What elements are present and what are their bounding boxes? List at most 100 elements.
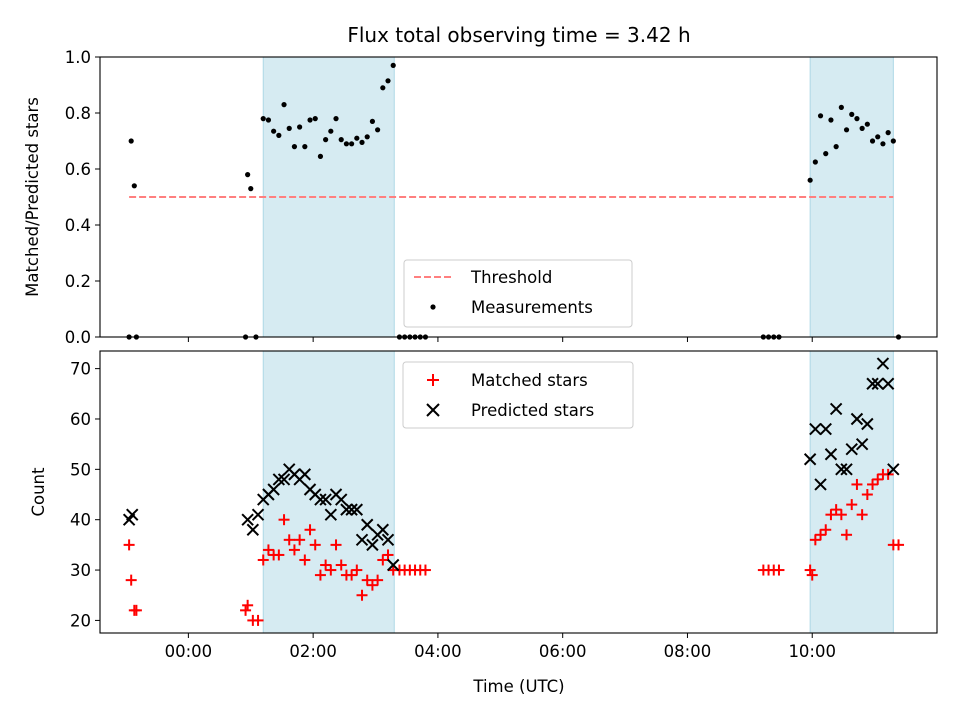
measurement-point-12 bbox=[281, 102, 287, 108]
predicted-star-point-47 bbox=[887, 463, 900, 476]
measurement-point-30 bbox=[375, 127, 381, 133]
matched-star-point-21 bbox=[325, 564, 337, 576]
top-y-tick-label-1: 0.2 bbox=[65, 272, 91, 291]
matched-star-point-48 bbox=[820, 524, 832, 536]
top-y-tick-label-5: 1.0 bbox=[65, 48, 91, 67]
predicted-star-point-2 bbox=[241, 513, 254, 526]
matched-star-point-51 bbox=[835, 509, 847, 521]
matched-legend-swatch bbox=[427, 374, 439, 386]
measurements-legend-label: Measurements bbox=[471, 298, 593, 317]
measurement-point-60 bbox=[890, 138, 896, 144]
matched-star-point-5 bbox=[242, 599, 254, 611]
matched-star-point-11 bbox=[273, 549, 285, 561]
matched-star-point-43 bbox=[773, 564, 785, 576]
matched-star-point-54 bbox=[851, 478, 863, 490]
matched-star-point-22 bbox=[330, 539, 342, 551]
matched-star-point-9 bbox=[262, 544, 274, 556]
predicted-star-point-23 bbox=[350, 503, 364, 516]
measurement-point-26 bbox=[354, 135, 360, 141]
measurement-point-21 bbox=[328, 128, 334, 134]
measurement-point-6 bbox=[248, 186, 254, 192]
measurement-point-55 bbox=[864, 121, 870, 127]
measurement-point-44 bbox=[807, 177, 813, 183]
top-legend-frame bbox=[403, 259, 633, 328]
predicted-star-point-29 bbox=[381, 533, 395, 547]
measurement-point-27 bbox=[359, 139, 365, 145]
measurement-point-28 bbox=[364, 134, 370, 140]
measurement-point-48 bbox=[828, 117, 834, 123]
matched-star-point-44 bbox=[804, 564, 816, 576]
bottom-legend-frame bbox=[402, 361, 634, 429]
measurement-point-59 bbox=[885, 130, 891, 136]
matched-star-point-49 bbox=[825, 509, 837, 521]
measurement-point-15 bbox=[297, 124, 303, 130]
measurement-point-18 bbox=[312, 116, 318, 122]
measurement-point-29 bbox=[369, 118, 376, 124]
matched-star-point-0 bbox=[123, 539, 135, 551]
measurement-point-33 bbox=[390, 62, 396, 68]
bottom-legend: Matched stars Predicted stars bbox=[402, 361, 634, 429]
bottom-y-tick-label-2: 40 bbox=[70, 511, 91, 530]
matched-star-point-18 bbox=[309, 539, 321, 551]
matched-star-point-19 bbox=[314, 569, 326, 581]
top-legend: Threshold Measurements bbox=[403, 259, 633, 328]
predicted-star-point-1 bbox=[126, 508, 139, 521]
predicted-stars-points bbox=[122, 357, 900, 572]
measurement-point-20 bbox=[323, 137, 329, 143]
predicted-star-point-44 bbox=[871, 377, 884, 390]
predicted-star-point-7 bbox=[267, 483, 280, 496]
top-y-tick-label-3: 0.6 bbox=[65, 160, 91, 179]
predicted-star-point-25 bbox=[361, 518, 374, 531]
measurement-point-31 bbox=[380, 85, 386, 91]
x-axis-label: Time (UTC) bbox=[472, 677, 564, 696]
matched-star-point-29 bbox=[366, 579, 378, 591]
measurement-point-45 bbox=[812, 159, 818, 165]
matched-star-point-31 bbox=[377, 554, 389, 566]
predicted-star-point-38 bbox=[840, 463, 853, 476]
x-tick-label-2: 04:00 bbox=[414, 642, 462, 661]
measurement-point-5 bbox=[245, 172, 251, 178]
predicted-star-point-16 bbox=[314, 493, 327, 506]
matched-star-point-8 bbox=[257, 554, 269, 566]
top-y-tick-label-2: 0.4 bbox=[65, 216, 91, 235]
measurement-point-13 bbox=[286, 125, 292, 131]
matched-star-point-15 bbox=[294, 534, 306, 546]
x-tick-label-1: 02:00 bbox=[289, 642, 337, 661]
matched-star-point-32 bbox=[382, 549, 394, 561]
measurement-point-52 bbox=[849, 111, 855, 117]
top-y-axis-label: Matched/Predicted stars bbox=[23, 97, 42, 297]
measurement-point-56 bbox=[869, 138, 876, 144]
predicted-star-point-32 bbox=[809, 422, 822, 436]
predicted-star-point-3 bbox=[246, 523, 260, 536]
predicted-star-point-17 bbox=[319, 493, 332, 506]
predicted-legend-swatch bbox=[426, 403, 440, 417]
bottom-axes: 20 30 40 50 60 70 00:00 02:00 04:00 06:00 08:00 10… bbox=[29, 350, 938, 696]
predicted-star-point-31 bbox=[803, 453, 817, 466]
predicted-star-point-37 bbox=[835, 463, 848, 476]
measurement-point-9 bbox=[265, 117, 272, 123]
predicted-star-point-43 bbox=[866, 377, 879, 390]
bottom-y-tick-label-4: 60 bbox=[70, 410, 91, 429]
predicted-star-point-8 bbox=[272, 473, 286, 486]
matched-star-point-28 bbox=[361, 574, 373, 586]
measurement-point-8 bbox=[260, 116, 266, 122]
matched-star-point-27 bbox=[356, 589, 368, 601]
bottom-y-tick-label-5: 70 bbox=[70, 360, 91, 379]
predicted-star-point-18 bbox=[324, 508, 338, 521]
matched-star-point-20 bbox=[320, 559, 332, 571]
bottom-y-ticks: 20 30 40 50 60 70 bbox=[70, 360, 100, 630]
matched-star-point-7 bbox=[252, 614, 264, 626]
top-y-ticks: 0.0 0.2 0.4 0.6 0.8 1.0 bbox=[65, 48, 100, 347]
measurement-point-2 bbox=[131, 183, 137, 189]
matched-star-point-13 bbox=[283, 534, 295, 546]
matched-star-point-56 bbox=[861, 489, 873, 501]
matched-stars-points bbox=[123, 468, 905, 626]
matched-star-point-62 bbox=[893, 539, 905, 551]
matched-star-point-1 bbox=[125, 574, 137, 586]
bottom-axes-frame bbox=[99, 350, 938, 634]
predicted-star-point-41 bbox=[855, 437, 869, 451]
predicted-star-point-21 bbox=[340, 503, 353, 516]
matched-star-point-12 bbox=[278, 514, 290, 526]
predicted-star-point-36 bbox=[829, 402, 843, 416]
x-tick-label-3: 06:00 bbox=[539, 642, 587, 661]
